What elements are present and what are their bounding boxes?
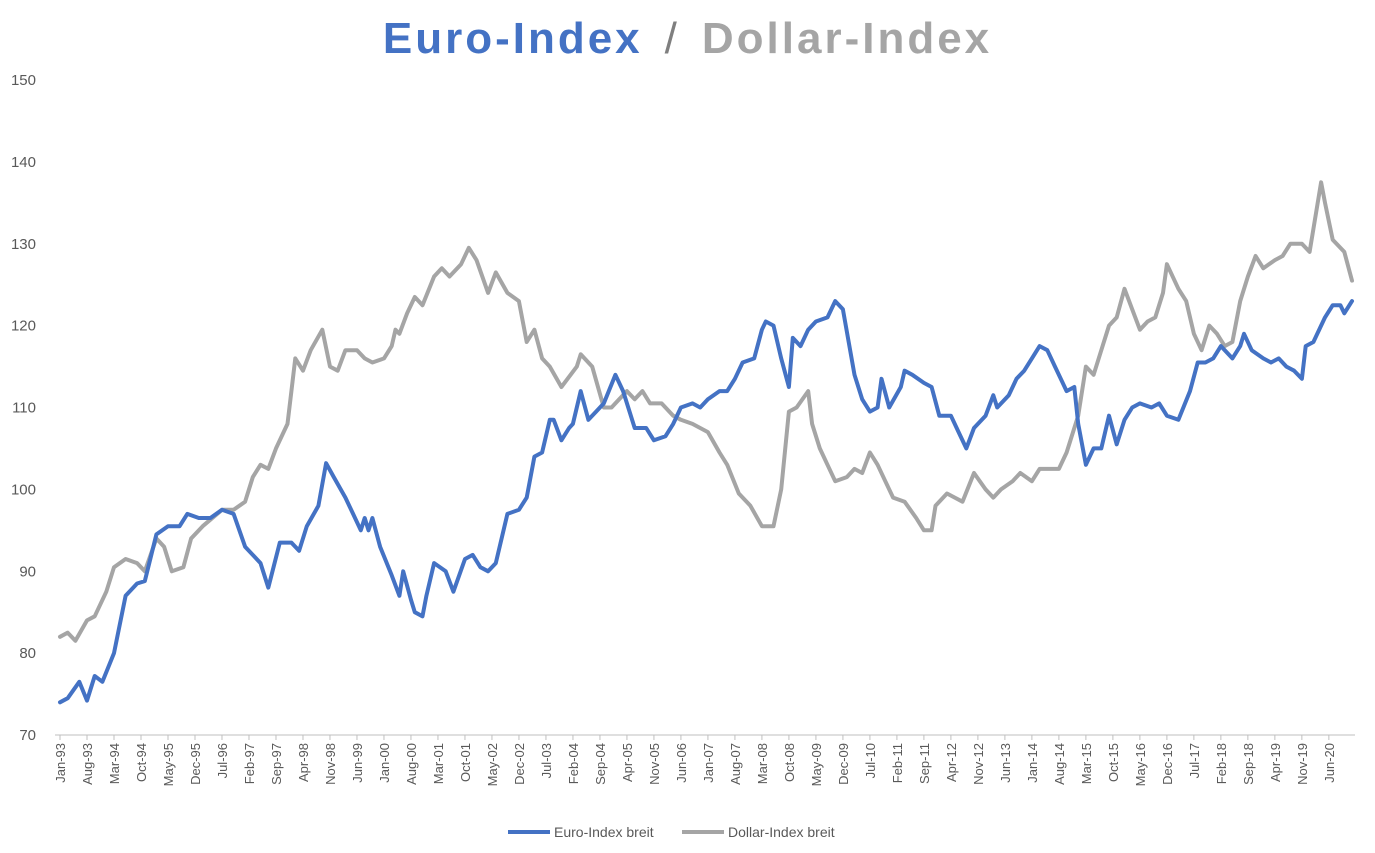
x-tick-label: Aug-07 (728, 743, 743, 785)
x-tick-label: Mar-08 (755, 743, 770, 784)
title-separator: / (664, 14, 680, 63)
x-tick-label: Jun-13 (998, 743, 1013, 783)
title-dollar-index: Dollar-Index (701, 14, 993, 63)
title-euro-index: Euro-Index (382, 14, 643, 63)
x-tick-label: Apr-98 (296, 743, 311, 782)
x-tick-label: Jan-14 (1025, 743, 1040, 783)
y-tick-label: 90 (19, 563, 36, 580)
x-tick-label: Sep-11 (917, 743, 932, 784)
x-tick-label: Aug-00 (404, 743, 419, 785)
x-tick-label: Jan-07 (701, 743, 716, 783)
y-tick-label: 150 (11, 72, 36, 89)
x-tick-label: May-95 (161, 743, 176, 786)
x-tick-label: May-02 (485, 743, 500, 786)
x-tick-label: Apr-12 (944, 743, 959, 782)
x-tick-label: Nov-19 (1295, 743, 1310, 785)
x-tick-label: Feb-11 (890, 743, 905, 783)
y-tick-label: 120 (11, 318, 36, 335)
x-tick-label: Nov-98 (323, 743, 338, 785)
x-tick-label: Dec-95 (188, 743, 203, 785)
x-tick-label: Jun-99 (350, 743, 365, 783)
y-tick-label: 80 (19, 645, 36, 662)
x-tick-label: Apr-19 (1268, 743, 1283, 782)
y-tick-label: 130 (11, 236, 36, 253)
x-tick-label: Jan-00 (377, 743, 392, 783)
x-tick-label: Oct-15 (1106, 743, 1121, 782)
x-tick-label: Dec-02 (512, 743, 527, 785)
x-tick-label: Dec-09 (836, 743, 851, 785)
legend: Euro-Index breit Dollar-Index breit (508, 824, 835, 840)
x-tick-label: Sep-18 (1241, 743, 1256, 785)
x-axis: Jan-93 Aug-93 Mar-94 Oct-94 May-95 Dec-95 Jul-… (53, 734, 1355, 786)
legend-dollar-index-label: Dollar-Index breit (728, 824, 835, 840)
x-tick-label: Mar-94 (107, 743, 122, 784)
x-tick-label: Jul-03 (539, 743, 554, 778)
x-tick-label: Jul-96 (215, 743, 230, 778)
series-line-dollar-index (58, 180, 1354, 643)
x-tick-label: Feb-04 (566, 743, 581, 784)
y-tick-label: 140 (11, 154, 36, 171)
x-tick-label: Jul-10 (863, 743, 878, 778)
x-tick-label: Apr-05 (620, 743, 635, 782)
y-tick-label: 70 (19, 727, 36, 744)
x-tick-label: Jan-93 (53, 743, 68, 783)
chart-title: Euro-Index / Dollar-Index (0, 14, 1375, 64)
x-tick-label: Oct-94 (134, 743, 149, 782)
x-tick-label: Feb-97 (242, 743, 257, 784)
x-tick-label: Sep-97 (269, 743, 284, 785)
x-tick-label: Oct-01 (458, 743, 473, 782)
x-tick-label: Mar-01 (431, 743, 446, 784)
y-axis: 70 80 90 100 110 120 130 140 150 (11, 72, 36, 744)
x-tick-label: Nov-05 (647, 743, 662, 785)
series-line-euro-index (58, 299, 1354, 705)
x-tick-label: Jul-17 (1187, 743, 1202, 778)
legend-euro-index-label: Euro-Index breit (554, 824, 654, 840)
x-tick-label: May-09 (809, 743, 824, 786)
x-tick-label: Mar-15 (1079, 743, 1094, 784)
y-tick-label: 110 (12, 400, 36, 417)
x-tick-label: Jun-06 (674, 743, 689, 783)
x-tick-label: Feb-18 (1214, 743, 1229, 784)
x-tick-label: Dec-16 (1160, 743, 1175, 785)
x-tick-label: Aug-14 (1052, 743, 1067, 785)
x-tick-label: May-16 (1133, 743, 1148, 786)
x-tick-label: Aug-93 (80, 743, 95, 785)
x-tick-label: Oct-08 (782, 743, 797, 782)
y-tick-label: 100 (11, 481, 36, 498)
x-tick-label: Nov-12 (971, 743, 986, 785)
x-tick-label: Jun-20 (1322, 743, 1337, 783)
series-layer (58, 180, 1354, 705)
x-tick-label: Sep-04 (593, 743, 608, 785)
